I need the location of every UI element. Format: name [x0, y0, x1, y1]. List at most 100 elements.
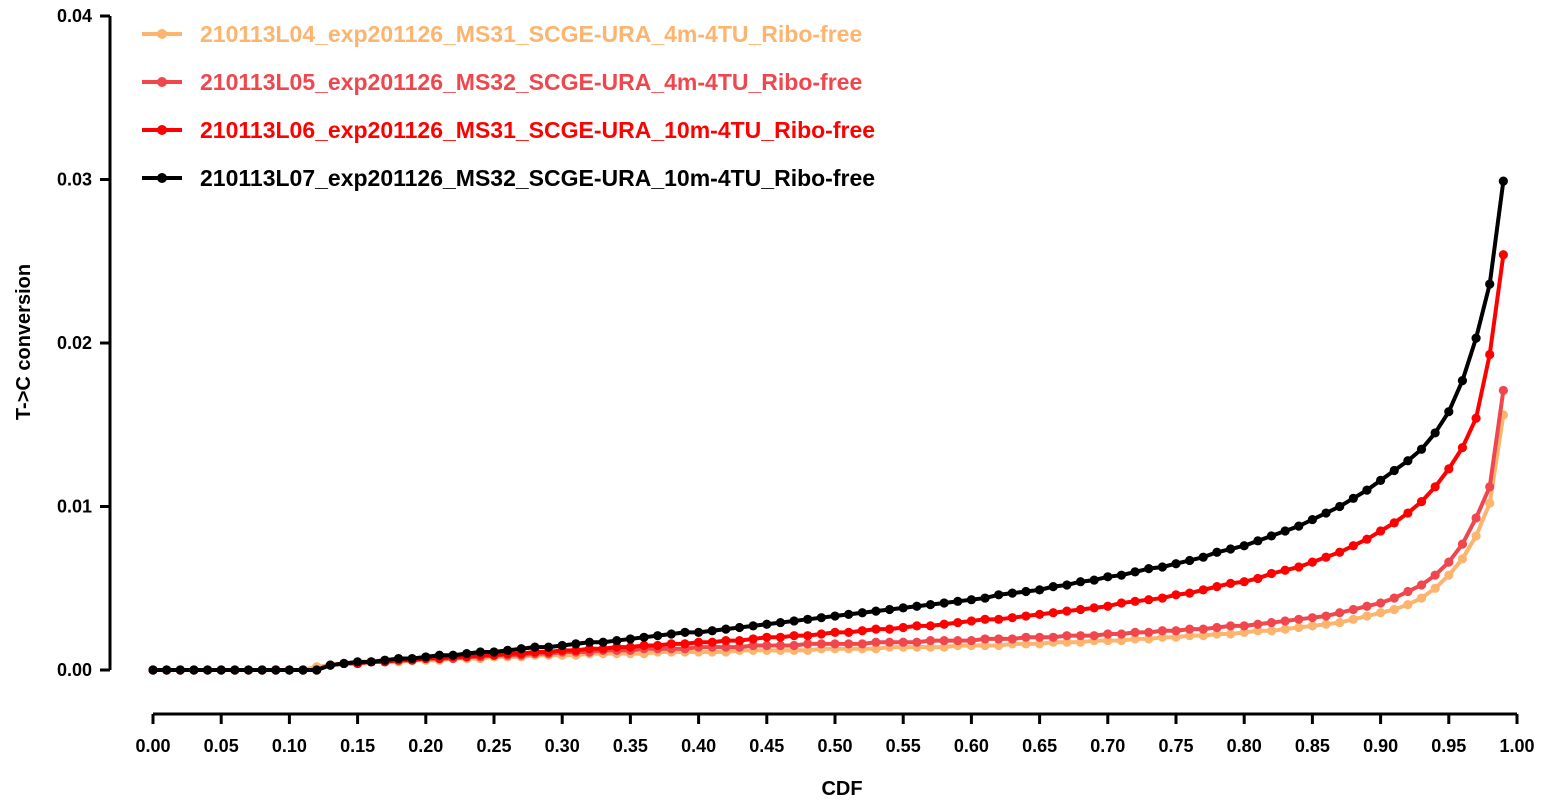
- data-point: [1362, 601, 1372, 611]
- x-tick-label: 0.65: [1022, 736, 1057, 756]
- data-point: [1007, 588, 1017, 598]
- data-point: [884, 624, 895, 634]
- data-point: [462, 649, 472, 659]
- x-tick-label: 0.05: [204, 736, 239, 756]
- data-point: [953, 596, 963, 606]
- data-point: [1198, 631, 1208, 641]
- data-point: [1116, 629, 1127, 639]
- legend: 210113L04_exp201126_MS31_SCGE-URA_4m-4TU…: [142, 21, 875, 191]
- data-point: [857, 626, 867, 636]
- data-point: [653, 640, 663, 651]
- data-point: [898, 637, 908, 647]
- data-point: [1062, 631, 1072, 641]
- data-point: [1089, 631, 1099, 641]
- data-point: [871, 637, 881, 647]
- data-point: [1130, 627, 1140, 637]
- data-point: [1485, 482, 1495, 492]
- data-point: [748, 640, 758, 651]
- y-tick-label: 0.03: [57, 170, 92, 190]
- data-point: [734, 642, 745, 652]
- data-point: [925, 635, 936, 646]
- x-tick-label: 0.15: [340, 736, 375, 756]
- data-point: [1348, 604, 1358, 615]
- data-point: [1403, 586, 1413, 597]
- data-point: [1021, 586, 1031, 597]
- data-point: [830, 627, 840, 637]
- data-point: [1444, 557, 1454, 567]
- data-point: [1485, 349, 1495, 360]
- data-point: [1471, 413, 1481, 423]
- data-point: [1294, 622, 1304, 633]
- x-tick-label: 0.60: [954, 736, 989, 756]
- data-point: [1471, 333, 1481, 343]
- data-point: [775, 640, 786, 651]
- data-point: [1171, 626, 1181, 636]
- data-point: [1253, 626, 1263, 636]
- data-point: [939, 619, 949, 629]
- x-tick-label: 0.85: [1295, 736, 1330, 756]
- data-point: [816, 629, 826, 639]
- y-tick-label: 0.00: [57, 660, 92, 680]
- data-point: [1075, 604, 1086, 615]
- data-point: [1294, 562, 1304, 572]
- data-point: [1471, 531, 1481, 541]
- data-point: [803, 645, 813, 655]
- data-point: [1239, 541, 1249, 551]
- data-point: [612, 642, 622, 652]
- data-point: [625, 642, 636, 652]
- data-point: [1376, 598, 1386, 608]
- legend-marker: [157, 125, 167, 135]
- data-point: [898, 622, 908, 633]
- x-tick-label: 0.00: [135, 736, 170, 756]
- data-point: [939, 598, 949, 608]
- data-point: [1321, 552, 1331, 562]
- data-point: [694, 627, 704, 637]
- data-point: [966, 616, 977, 626]
- data-point: [1307, 621, 1317, 631]
- legend-label: 210113L07_exp201126_MS32_SCGE-URA_10m-4T…: [200, 165, 875, 191]
- data-point: [898, 603, 908, 613]
- legend-marker: [157, 173, 167, 183]
- data-point: [775, 632, 786, 642]
- series-line: [153, 254, 1506, 672]
- y-tick-label: 0.01: [57, 497, 92, 517]
- series-line: [153, 180, 1506, 672]
- data-point: [939, 635, 949, 646]
- data-point: [1321, 508, 1331, 518]
- data-point: [434, 650, 445, 660]
- x-tick-label: 0.10: [272, 736, 307, 756]
- data-point: [1430, 583, 1440, 593]
- data-point: [1389, 604, 1399, 615]
- data-point: [1403, 456, 1413, 466]
- data-point: [803, 631, 813, 641]
- data-point: [339, 658, 349, 669]
- data-point: [1048, 632, 1058, 642]
- data-point: [707, 637, 717, 647]
- series-3: [148, 250, 1508, 675]
- data-point: [1253, 536, 1263, 546]
- data-point: [1294, 521, 1304, 531]
- data-point: [1007, 613, 1017, 623]
- data-point: [912, 601, 922, 611]
- data-point: [994, 640, 1004, 651]
- data-point: [1389, 593, 1399, 603]
- data-point: [366, 657, 376, 667]
- x-tick-label: 0.75: [1158, 736, 1193, 756]
- data-point: [1430, 428, 1440, 438]
- data-point: [1416, 593, 1427, 603]
- x-tick-label: 1.00: [1499, 736, 1534, 756]
- data-point: [1212, 629, 1222, 639]
- data-point: [1376, 475, 1386, 485]
- data-point: [762, 632, 772, 642]
- data-point: [1212, 622, 1222, 633]
- data-point: [1457, 443, 1468, 453]
- data-point: [1239, 577, 1249, 587]
- data-point: [1103, 572, 1113, 582]
- y-tick-label: 0.02: [57, 333, 92, 353]
- data-point: [1348, 614, 1358, 624]
- data-point: [844, 627, 854, 637]
- data-point: [1348, 541, 1358, 551]
- data-point: [1171, 559, 1181, 569]
- data-point: [1130, 596, 1140, 606]
- data-point: [707, 626, 717, 636]
